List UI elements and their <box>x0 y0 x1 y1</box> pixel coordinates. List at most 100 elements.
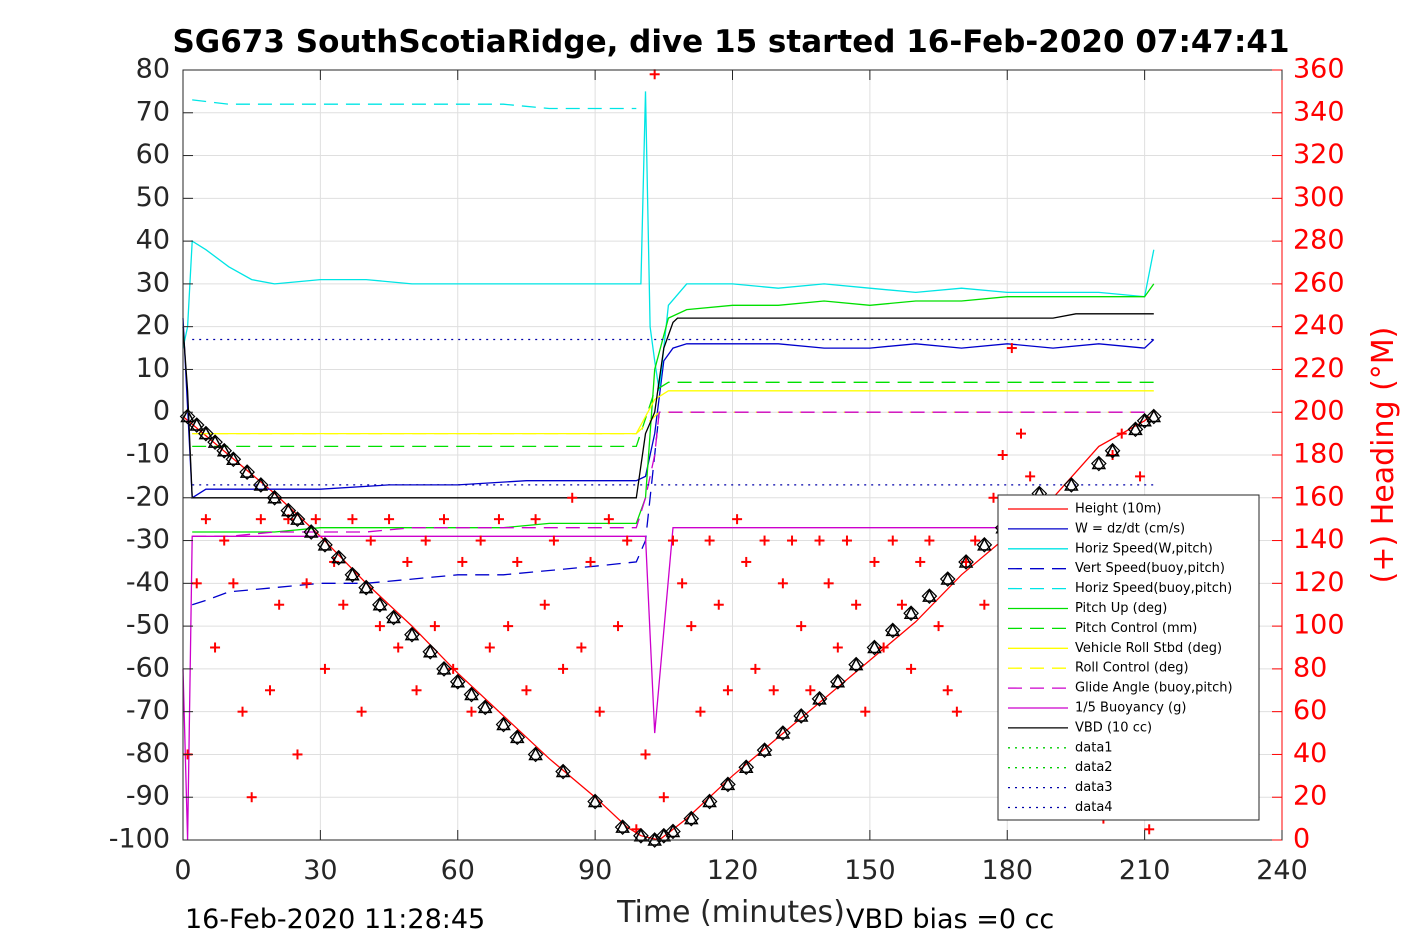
x-tick-label: 0 <box>174 855 191 886</box>
heading-point <box>640 749 651 760</box>
series-line-6 <box>192 381 1154 448</box>
heading-point <box>503 621 514 632</box>
heading-point <box>777 578 788 589</box>
legend-entry: W = dz/dt (cm/s) <box>1075 521 1185 536</box>
heading-point <box>832 642 843 653</box>
heading-point <box>951 706 962 717</box>
heading-point <box>878 642 889 653</box>
left-tick-label: -20 <box>126 481 170 512</box>
heading-point <box>970 535 981 546</box>
depth-marker <box>903 605 919 622</box>
right-axis-label: (+) Heading (°M) <box>1366 327 1401 584</box>
heading-point <box>841 535 852 546</box>
depth-marker <box>738 759 755 776</box>
heading-point <box>924 535 935 546</box>
left-tick-label: 30 <box>136 267 170 298</box>
right-tick-label: 0 <box>1293 824 1310 855</box>
left-tick-label: 40 <box>136 225 170 256</box>
heading-point <box>686 621 697 632</box>
heading-point <box>493 514 504 525</box>
left-tick-label: 20 <box>136 310 170 341</box>
heading-point <box>548 535 559 546</box>
left-tick-label: 80 <box>136 54 170 85</box>
heading-point <box>265 685 276 696</box>
depth-marker <box>1063 477 1080 493</box>
depth-marker <box>385 609 402 626</box>
depth-marker <box>756 742 773 759</box>
legend-entry: data2 <box>1075 760 1113 775</box>
heading-point <box>915 556 926 567</box>
left-tick-label: -10 <box>126 439 170 470</box>
depth-marker <box>509 729 526 746</box>
right-tick-label: 300 <box>1293 182 1345 213</box>
depth-marker <box>404 626 420 643</box>
depth-marker <box>344 566 361 583</box>
plot-area <box>179 69 1162 848</box>
heading-point <box>704 535 715 546</box>
right-tick-label: 260 <box>1293 267 1345 298</box>
depth-marker <box>330 549 347 566</box>
depth-marker <box>665 823 681 840</box>
depth-marker <box>720 776 736 793</box>
heading-point <box>942 685 953 696</box>
heading-point <box>713 599 724 610</box>
heading-point <box>1116 428 1127 439</box>
heading-point <box>1006 343 1017 354</box>
depth-marker <box>848 656 864 673</box>
depth-marker <box>317 536 333 553</box>
right-tick-label: 180 <box>1293 439 1345 470</box>
heading-point <box>988 492 999 503</box>
depth-marker <box>793 708 810 724</box>
depth-marker <box>207 434 223 451</box>
footer-timestamp: 16-Feb-2020 11:28:45 <box>185 904 485 935</box>
heading-point <box>374 621 385 632</box>
heading-point <box>484 642 495 653</box>
legend-entry: Pitch Up (deg) <box>1075 601 1167 616</box>
right-tick-label: 80 <box>1293 652 1327 683</box>
heading-point <box>603 514 614 525</box>
heading-point <box>228 578 239 589</box>
legend-entry: VBD (10 cc) <box>1075 720 1152 735</box>
heading-point <box>896 599 907 610</box>
legend-entry: Vert Speed(buoy,pitch) <box>1075 561 1225 576</box>
left-tick-label: 60 <box>136 139 170 170</box>
heading-point <box>1135 471 1146 482</box>
left-tick-label: 50 <box>136 182 170 213</box>
series-line-9 <box>192 411 1154 537</box>
heading-point <box>521 685 532 696</box>
heading-point <box>393 642 404 653</box>
heading-point <box>420 535 431 546</box>
heading-point <box>475 535 486 546</box>
right-tick-label: 200 <box>1293 396 1345 427</box>
legend-entry: Vehicle Roll Stbd (deg) <box>1075 641 1222 656</box>
right-tick-label: 280 <box>1293 225 1345 256</box>
heading-point <box>613 621 624 632</box>
heading-point <box>622 535 633 546</box>
heading-point <box>429 621 440 632</box>
heading-point <box>906 663 917 674</box>
x-tick-label: 90 <box>578 855 612 886</box>
depth-marker <box>921 588 938 605</box>
depth-marker <box>775 725 791 741</box>
left-axis: 80 70 60 50 40 30 20 10 0 -10 -20 -30 -40 -50 -60 -70 -8… <box>109 54 193 855</box>
legend-entry: Height (10m) <box>1075 502 1161 517</box>
depth-marker <box>587 793 603 810</box>
legend-entry: data1 <box>1075 740 1113 755</box>
heading-point <box>887 535 898 546</box>
x-axis-label: Time (minutes) <box>616 895 845 930</box>
depth-marker <box>614 819 631 836</box>
legend: Height (10m) W = dz/dt (cm/s) Horiz Speed(… <box>997 494 1260 821</box>
chart-title: SG673 SouthScotiaRidge, dive 15 started … <box>172 24 1289 60</box>
heading-point <box>860 706 871 717</box>
heading-point <box>933 621 944 632</box>
x-tick-label: 120 <box>707 855 759 886</box>
heading-point <box>997 450 1008 460</box>
series-line-4 <box>192 99 637 110</box>
heading-point <box>292 749 303 760</box>
legend-entry: Glide Angle (buoy,pitch) <box>1075 681 1233 696</box>
left-tick-label: 70 <box>136 96 170 127</box>
series-line-3 <box>192 412 660 606</box>
depth-marker <box>683 810 700 827</box>
left-tick-label: -50 <box>126 610 170 641</box>
